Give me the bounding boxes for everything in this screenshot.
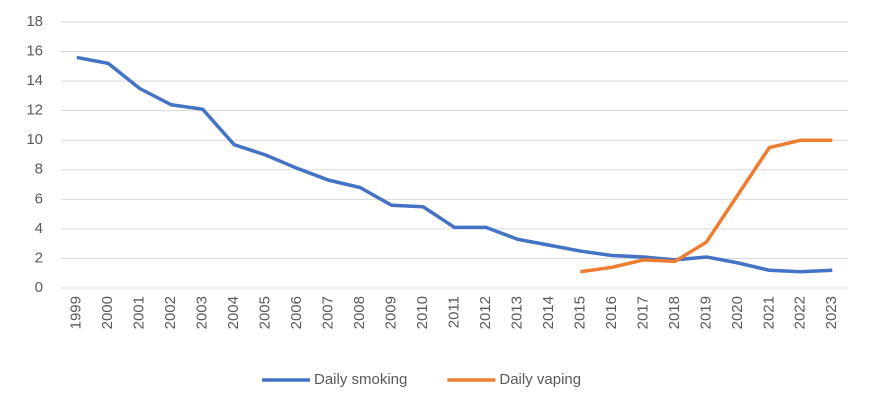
x-tick-label: 2019	[697, 296, 714, 329]
series-line	[580, 138, 833, 274]
y-tick-label: 16	[26, 43, 43, 60]
y-tick-label: 14	[26, 72, 43, 89]
x-tick-label: 2004	[225, 296, 242, 329]
y-tick-label: 18	[26, 13, 43, 30]
x-tick-label: 2017	[634, 296, 651, 329]
x-tick-label: 2009	[383, 296, 400, 329]
x-tick-label: 2014	[540, 296, 557, 329]
x-tick-label: 2001	[131, 296, 148, 329]
y-tick-label: 0	[35, 279, 43, 296]
x-tick-label: 2010	[414, 296, 431, 329]
x-tick-label: 2016	[603, 296, 620, 329]
x-tick-label: 2007	[320, 296, 337, 329]
y-tick-label: 12	[26, 102, 43, 119]
x-tick-label: 2020	[729, 296, 746, 329]
x-tick-label: 2015	[571, 296, 588, 329]
x-tick-label: 2002	[162, 296, 179, 329]
x-tick-label: 2018	[666, 296, 683, 329]
x-tick-label: 2012	[477, 296, 494, 329]
x-tick-label: 1999	[68, 296, 85, 329]
x-tick-label: 2022	[792, 296, 809, 329]
series-line	[76, 55, 833, 274]
x-tick-label: 2008	[351, 296, 368, 329]
y-tick-label: 8	[35, 161, 43, 178]
x-tick-label: 2013	[508, 296, 525, 329]
x-tick-label: 2023	[823, 296, 840, 329]
legend-label: Daily vaping	[499, 371, 581, 388]
x-tick-label: 2011	[445, 296, 462, 328]
y-tick-label: 2	[35, 249, 43, 266]
y-tick-label: 6	[35, 190, 43, 207]
x-tick-label: 2005	[257, 296, 274, 329]
x-tick-label: 2021	[760, 296, 777, 329]
y-tick-label: 10	[26, 131, 43, 148]
x-tick-label: 2003	[194, 296, 211, 329]
x-tick-label: 2006	[288, 296, 305, 329]
x-tick-label: 2000	[99, 296, 116, 329]
y-tick-label: 4	[35, 220, 43, 237]
legend-label: Daily smoking	[314, 371, 407, 388]
